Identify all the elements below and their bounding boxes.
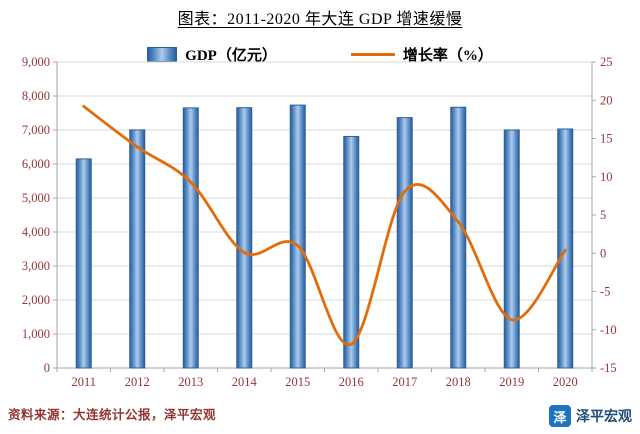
- svg-text:2011: 2011: [71, 375, 96, 389]
- zeping-logo-icon: 泽: [549, 405, 571, 427]
- brand-logo: 泽 泽平宏观: [549, 405, 632, 427]
- brand-name: 泽平宏观: [576, 410, 632, 425]
- svg-text:2013: 2013: [178, 375, 203, 389]
- svg-text:10: 10: [600, 170, 613, 184]
- svg-text:2019: 2019: [499, 375, 524, 389]
- svg-text:-10: -10: [600, 323, 617, 337]
- svg-text:0: 0: [44, 361, 50, 375]
- svg-text:2015: 2015: [285, 375, 310, 389]
- svg-text:2014: 2014: [232, 375, 258, 389]
- svg-text:4,000: 4,000: [22, 225, 50, 239]
- growth-legend-label: 增长率（%）: [402, 48, 493, 64]
- growth-line-swatch: [350, 53, 395, 56]
- svg-text:1,000: 1,000: [22, 327, 50, 341]
- chart-legend: GDP（亿元） 增长率（%）: [0, 44, 640, 65]
- svg-text:2017: 2017: [392, 375, 417, 389]
- chart-title: 图表：2011-2020 年大连 GDP 增速缓慢: [177, 11, 463, 28]
- svg-text:7,000: 7,000: [22, 123, 50, 137]
- source-note: 资料来源：大连统计公报，泽平宏观: [8, 408, 217, 422]
- legend-item-growth: 增长率（%）: [350, 44, 493, 65]
- svg-text:25: 25: [600, 55, 613, 69]
- svg-text:6,000: 6,000: [22, 157, 50, 171]
- svg-text:5: 5: [600, 208, 606, 222]
- svg-text:2020: 2020: [553, 375, 578, 389]
- svg-text:20: 20: [600, 93, 613, 107]
- svg-text:8,000: 8,000: [22, 89, 50, 103]
- svg-text:-15: -15: [600, 361, 617, 375]
- gdp-growth-combo-chart: 0 1,000 2,000 3,000 4,000 5,000 6,000 7,000 8,00…: [22, 55, 617, 389]
- svg-text:2018: 2018: [446, 375, 471, 389]
- svg-text:3,000: 3,000: [22, 259, 50, 273]
- svg-text:2,000: 2,000: [22, 293, 50, 307]
- legend-item-gdp: GDP（亿元）: [147, 44, 277, 65]
- svg-text:-5: -5: [600, 285, 610, 299]
- svg-text:2012: 2012: [125, 375, 150, 389]
- gdp-legend-label: GDP（亿元）: [185, 48, 277, 64]
- svg-text:5,000: 5,000: [22, 191, 50, 205]
- svg-text:15: 15: [600, 132, 613, 146]
- svg-text:2016: 2016: [339, 375, 364, 389]
- svg-text:0: 0: [600, 246, 606, 260]
- svg-text:9,000: 9,000: [22, 55, 50, 69]
